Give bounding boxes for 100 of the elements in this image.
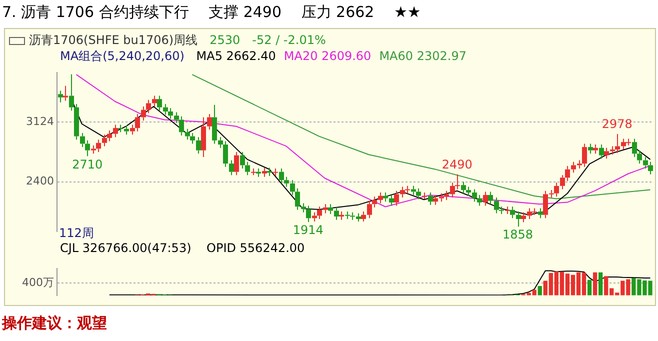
candlestick [174, 112, 179, 124]
candlestick [411, 185, 416, 196]
chart-title: 7. 沥青 1706 合约持续下行 支撑 2490 压力 2662 ★★ [2, 3, 421, 22]
candlestick [394, 190, 399, 206]
bar [598, 272, 603, 296]
candlestick [262, 167, 267, 178]
candlestick [455, 174, 460, 190]
candlestick [565, 166, 570, 182]
candlestick [130, 124, 135, 136]
candlestick [510, 206, 515, 219]
candlestick [118, 124, 123, 133]
annotation: 1858 [502, 228, 534, 242]
candlestick [599, 144, 604, 160]
candlestick [312, 212, 317, 222]
annotation: 1914 [292, 223, 324, 238]
candlestick [157, 95, 162, 112]
candlestick [240, 152, 245, 170]
text: 2530 [210, 33, 240, 47]
candlestick [433, 194, 438, 206]
candlestick [334, 206, 339, 220]
candlestick [499, 206, 504, 215]
candlestick [102, 134, 107, 147]
candlestick [74, 104, 79, 140]
bar [587, 280, 592, 296]
candlestick [63, 85, 68, 102]
text: MA5 2662.40 [196, 49, 276, 63]
text: MA60 2302.97 [379, 49, 466, 63]
candlestick [273, 168, 278, 176]
candlestick [577, 160, 582, 170]
candlestick [389, 194, 394, 206]
text: CJL 326766.00(47:53) OPID 556242.00 [60, 241, 305, 255]
candlestick [339, 211, 344, 220]
candlestick [201, 116, 206, 158]
candlestick [152, 95, 157, 108]
candlestick [593, 144, 598, 154]
candlestick [361, 211, 366, 222]
candlestick [560, 174, 565, 190]
candlestick [163, 104, 168, 116]
bar [538, 286, 542, 296]
candlestick [85, 140, 90, 157]
candlestick [428, 192, 433, 206]
candlestick [521, 212, 526, 223]
candlestick [383, 192, 388, 202]
candlestick [444, 190, 449, 200]
candlestick [218, 136, 223, 148]
candlestick [301, 202, 306, 213]
candlestick [610, 146, 615, 155]
candlestick [516, 211, 521, 228]
candlestick [317, 206, 322, 220]
candlestick [207, 113, 212, 130]
candlestick [604, 147, 609, 160]
candlestick [571, 161, 576, 174]
candlestick [582, 143, 587, 168]
candlestick [190, 132, 195, 144]
candlestick [494, 196, 499, 214]
candlestick [96, 139, 101, 152]
candlestick [212, 104, 217, 144]
candlestick [279, 168, 284, 184]
candlestick [405, 185, 410, 194]
candlestick [378, 192, 383, 204]
candlestick [229, 160, 234, 176]
candlestick [643, 156, 648, 170]
candlestick [245, 161, 250, 176]
candlestick [356, 212, 361, 222]
candlestick [588, 143, 593, 154]
candlestick [196, 136, 201, 154]
candlestick [372, 196, 377, 208]
y-tick-label: 2400 [26, 174, 54, 188]
chart-subtitle: 沥青1706(SHFE bu1706)周线 [29, 33, 198, 47]
candlestick [267, 167, 272, 176]
candlestick [466, 186, 471, 196]
candlestick [284, 176, 289, 188]
candlestick [234, 152, 239, 176]
candlestick [306, 205, 311, 222]
candlestick [416, 188, 421, 200]
candlestick [323, 204, 328, 214]
candlestick [135, 113, 140, 132]
candlestick [483, 191, 488, 206]
candlestick [295, 188, 300, 210]
candlestick [505, 206, 510, 215]
candlestick [290, 180, 295, 196]
candlestick [461, 181, 466, 194]
text: MA20 2609.60 [284, 49, 372, 63]
candlestick [58, 90, 63, 103]
candlestick [113, 124, 118, 138]
candlestick [648, 161, 653, 175]
candlestick [472, 188, 477, 202]
candlestick [141, 106, 146, 122]
candlestick [615, 133, 620, 154]
text: 操作建议：观望 [2, 314, 107, 333]
candlestick [477, 194, 482, 206]
y-tick-label: 3124 [26, 114, 54, 128]
candlestick [256, 168, 261, 178]
candlestick [400, 186, 405, 198]
text: -52 / -2.01% [252, 33, 326, 47]
annotation: 112周 [59, 225, 94, 242]
bar [592, 272, 598, 296]
candlestick [367, 200, 372, 219]
candlestick [328, 204, 333, 215]
y-tick-label: 400万 [22, 276, 54, 289]
